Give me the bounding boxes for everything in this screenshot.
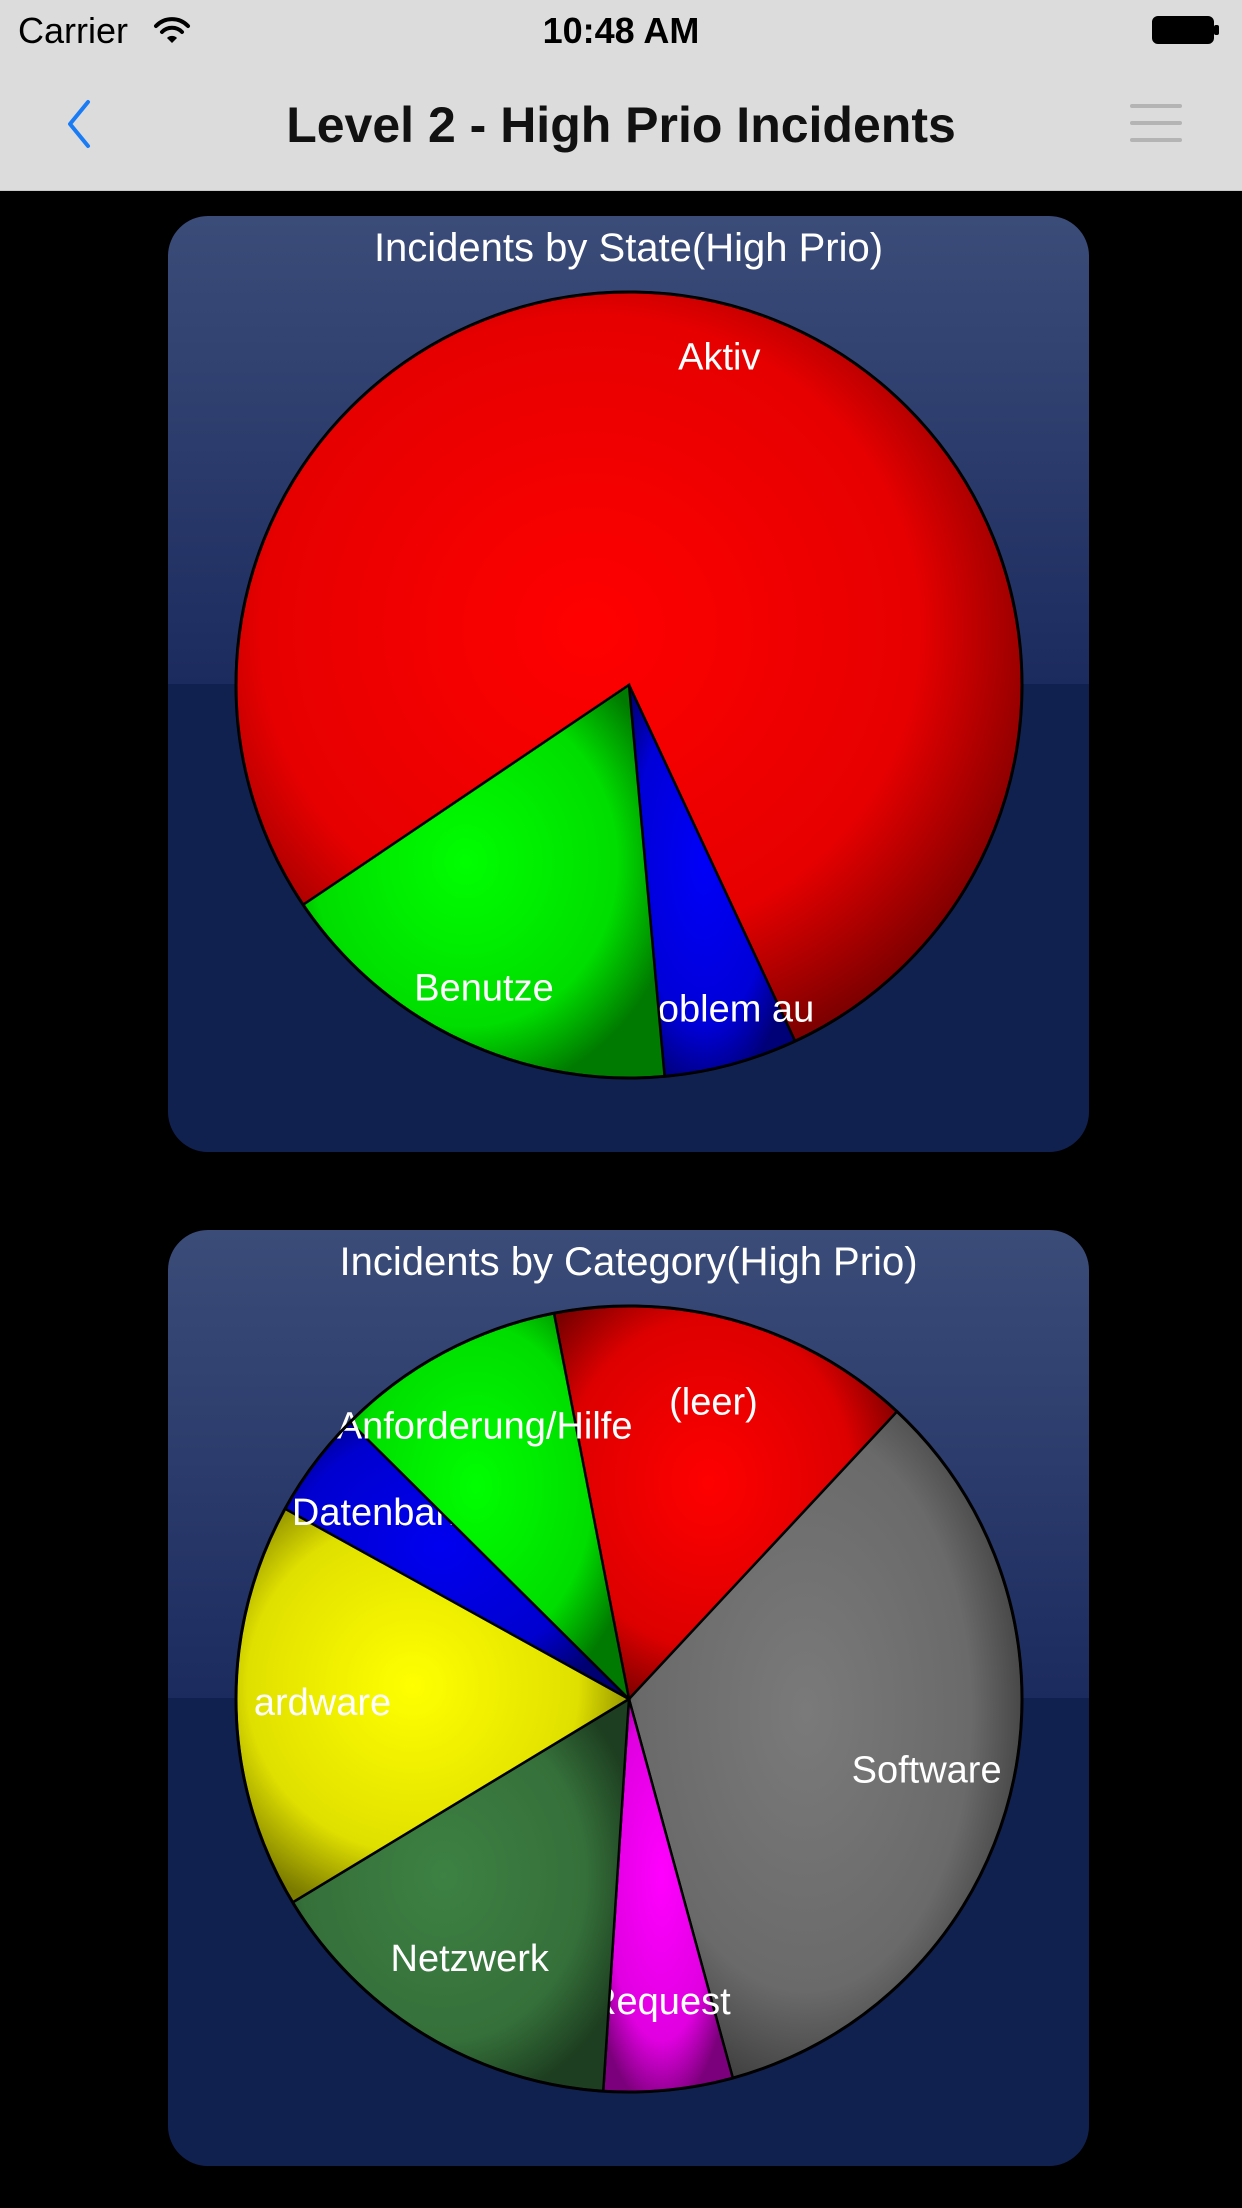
- pie-outline: [234, 290, 1024, 1080]
- hamburger-menu-icon: [1130, 104, 1182, 142]
- clock-time: 10:48 AM: [542, 10, 700, 51]
- pie-label-anforderung-hilfe: Anforderung/Hilfe: [337, 1406, 633, 1448]
- pie-label-aktiv: Aktiv: [678, 336, 760, 378]
- menu-button[interactable]: [1128, 98, 1184, 148]
- status-bar: Carrier 10:48 AM: [0, 0, 1242, 62]
- category-chart-panel: Incidents by Category(High Prio) (leer) S…: [168, 1230, 1089, 2166]
- pie-label-software: Software: [852, 1749, 1002, 1791]
- chevron-left-icon: [68, 100, 90, 148]
- pie-label-ardware: ardware: [254, 1682, 391, 1724]
- pie-label-leer: (leer): [669, 1381, 758, 1423]
- pie-label-netzwerk: Netzwerk: [391, 1938, 550, 1980]
- battery-icon: [1152, 16, 1219, 44]
- state-chart-title: Incidents by State(High Prio): [373, 226, 884, 270]
- navigation-bar: Level 2 - High Prio Incidents: [0, 62, 1242, 191]
- pie-label-request: Request: [589, 1981, 731, 2023]
- back-button[interactable]: [60, 94, 110, 154]
- state-chart-panel: Incidents by State(High Prio) Aktiv Probl…: [168, 216, 1089, 1152]
- page-title: Level 2 - High Prio Incidents: [286, 97, 956, 153]
- category-chart-title: Incidents by Category(High Prio): [339, 1240, 918, 1284]
- carrier-label: Carrier: [18, 10, 129, 51]
- pie-label-benutze: Benutze: [414, 967, 553, 1009]
- category-pie-chart: (leer)SoftwareRequestNetzwerkardwareDate…: [234, 1304, 1024, 2094]
- wifi-icon: [154, 17, 190, 43]
- pie-outline: [234, 1304, 1024, 2094]
